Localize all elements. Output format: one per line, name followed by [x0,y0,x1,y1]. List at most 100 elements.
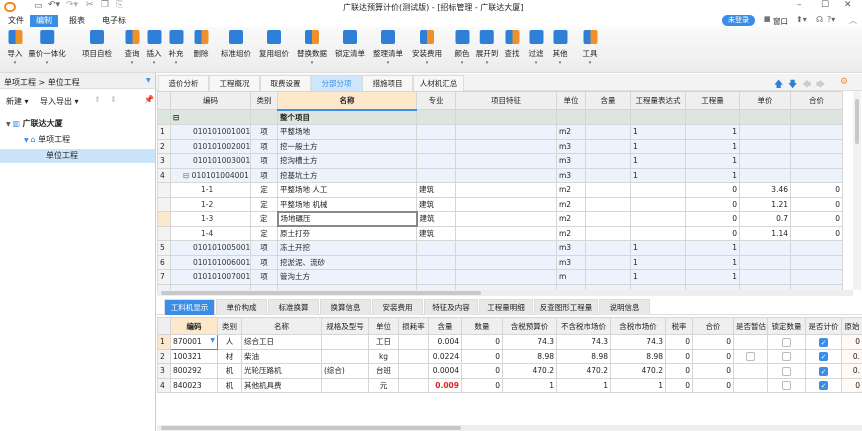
dropdown-arrow-icon[interactable]: ▾ [558,60,562,66]
column-header[interactable]: 类别 [217,317,242,335]
group-row[interactable]: ⊟ 整个项目 [157,109,843,125]
copy-icon[interactable]: ❐ [101,0,110,10]
cell-tax_budget[interactable]: 74.3 [502,334,557,350]
cell-total[interactable] [790,167,843,183]
column-header[interactable]: 含量 [585,91,631,110]
lower-tab[interactable]: 工料机显示 [164,299,215,315]
cell-total[interactable]: 0 [692,334,734,350]
cell-name[interactable]: 综合工日 [241,334,322,350]
main-tab[interactable]: 取费设置 [260,75,311,91]
table-row[interactable]: 7 010101007001 项 管沟土方 m 1 1 [157,269,843,285]
cell-total[interactable] [790,254,843,270]
cell-orig[interactable]: 0 [841,334,862,350]
column-header[interactable]: 含税市场价 [610,317,666,335]
cell-name[interactable]: 管沟土方 [277,269,417,285]
cell-qty[interactable]: 1 [685,269,740,285]
cell-tax_budget[interactable]: 470.2 [502,363,557,379]
cell-market_in[interactable]: 74.3 [610,334,666,350]
cell-priced[interactable]: ✓ [805,348,842,364]
cell-expr[interactable] [630,211,686,227]
cell-name[interactable]: 冻土开挖 [277,240,417,256]
toolbar-button-reuse-pricing[interactable]: 复用组价 [259,30,289,59]
cell-loss[interactable] [398,363,429,379]
table-row[interactable]: 1-3 定 场地碾压 建筑 m2 0 0.7 0 [157,210,843,227]
column-header[interactable]: 合价 [790,91,843,110]
cell-name[interactable]: 挖淤泥、流砂 [277,254,417,270]
cell-major[interactable]: 建筑 [416,196,456,212]
table-row[interactable]: 6 010101006001 项 挖淤泥、流砂 m3 1 1 [157,254,843,270]
cut-icon[interactable]: ✂ [86,0,94,10]
breadcrumb-dropdown-icon[interactable]: ▼ [146,77,151,84]
tree-item[interactable]: ▼ ▥ 广联达大厦 [0,117,155,131]
column-header[interactable]: 项目特征 [455,91,557,110]
cell-feature[interactable] [455,182,557,198]
cell-content[interactable] [585,211,631,227]
cell-qty[interactable]: 0 [461,348,503,364]
column-header[interactable]: 原始 [841,317,862,335]
cell-total[interactable]: 0 [790,196,843,212]
cell-price[interactable] [739,240,791,256]
save-icon[interactable]: ▭ [34,1,43,11]
lower-tab[interactable]: 反查图形工程量 [534,299,598,315]
cell-type[interactable]: 项 [250,269,278,285]
column-header[interactable]: 数量 [461,317,503,335]
checkbox[interactable] [782,366,791,376]
cell-rate[interactable]: 0 [665,377,693,393]
cell-total[interactable]: 0 [790,182,843,198]
window-grid-icon[interactable]: ▦ [764,15,771,23]
table-row[interactable]: 1-4 定 原土打夯 建筑 m2 0 1.14 0 [157,225,843,241]
cell-name[interactable]: 原土打夯 [277,225,417,241]
cell-unit[interactable]: m3 [556,153,586,169]
cell-unit[interactable]: 元 [368,377,399,393]
cell-name[interactable]: 挖一般土方 [277,138,417,154]
column-header[interactable]: 类别 [250,91,278,110]
cell-content[interactable] [585,138,631,154]
cell-spec[interactable] [321,348,369,364]
cell-name[interactable]: 平整场地 机械 [277,196,417,212]
cell-code[interactable]: 840023 [170,377,218,393]
collapse-icon[interactable]: ⊟ [183,170,192,180]
cell-feature[interactable] [455,211,557,227]
cell-code[interactable]: 010101005001 [170,240,251,256]
column-header[interactable]: 工程量 [685,91,740,110]
main-tab[interactable]: 工程概况 [209,75,260,91]
window-menu[interactable]: 窗口 [773,17,788,26]
lower-tab[interactable]: 换算信息 [320,299,371,315]
cell-unit[interactable]: 工日 [368,334,399,350]
toolbar-button-query[interactable]: 查询 ▾ [125,30,140,66]
cell-code[interactable]: 800292 [170,363,218,379]
cell-qty[interactable]: 1 [685,153,740,169]
cell-type[interactable]: 项 [250,167,278,183]
cell-priced[interactable]: ✓ [805,363,842,379]
toolbar-button-find[interactable]: 查找 [505,30,520,59]
toolbar-button-color[interactable]: 颜色 ▾ [455,30,470,66]
cell-qty[interactable]: 1 [685,167,740,183]
cell-major[interactable] [416,167,456,183]
cell-rate[interactable]: 0 [665,348,693,364]
cell-total[interactable] [790,153,843,169]
cell-qty[interactable]: 0 [461,377,503,393]
cell-type[interactable]: 机 [217,363,242,379]
column-header[interactable]: 单价 [739,91,791,110]
pin-icon[interactable]: 📌 [144,95,154,104]
collapse-icon[interactable]: ⊟ [170,109,251,125]
cell-name[interactable]: 其他机具费 [241,377,322,393]
cell-code[interactable]: 010101003001 [170,153,251,169]
cell-lock[interactable] [767,363,806,379]
cell-total[interactable] [790,138,843,154]
minimize-button[interactable]: – [797,0,802,10]
cell-provisional[interactable] [733,348,768,364]
cell-content[interactable] [585,269,631,285]
dropdown-arrow-icon[interactable]: ▾ [174,60,178,66]
move-down-arrow-icon[interactable]: 🡇 [788,80,798,90]
paste-icon[interactable]: ⎘ [116,0,124,10]
table-row[interactable]: 1 870001 ▼ 人综合工日 工日 0.004 0 74.3 74.3 74.3 0 0 ✓ 0 [157,334,862,350]
column-header[interactable]: 是否计价 [805,317,842,335]
cell-type[interactable]: 定 [250,196,278,212]
cell-spec[interactable]: (综合) [321,363,369,379]
dropdown-arrow-icon[interactable]: ▾ [130,60,134,66]
cell-total[interactable] [790,124,843,140]
cell-unit[interactable]: m3 [556,138,586,154]
dropdown-arrow-icon[interactable]: ▾ [45,60,49,66]
cell-price[interactable] [739,167,791,183]
